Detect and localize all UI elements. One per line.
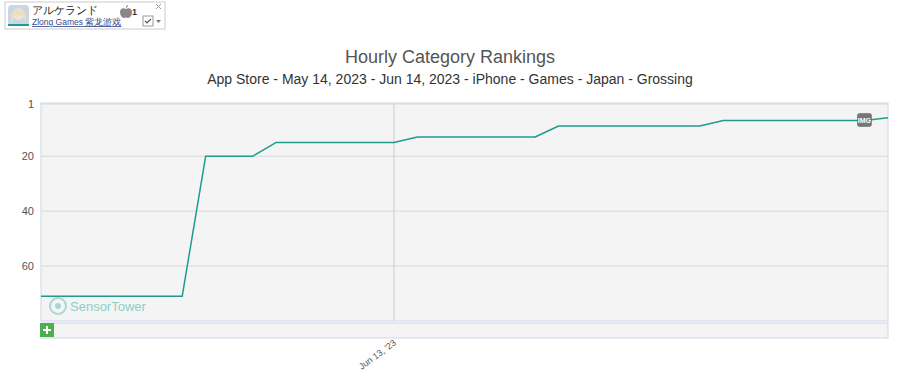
checkbox[interactable]	[143, 16, 153, 26]
apple-icon	[120, 5, 132, 18]
y-tick-label: 20	[22, 150, 34, 162]
watermark-logo	[50, 298, 66, 314]
app-icon	[11, 9, 26, 24]
dropdown-arrow[interactable]	[156, 20, 161, 23]
annotation-text: IMG	[858, 117, 872, 124]
y-grid-line	[41, 211, 888, 212]
close-icon[interactable]	[156, 4, 161, 9]
y-tick-label: 40	[22, 205, 34, 217]
watermark: SensorTower	[70, 299, 147, 314]
y-grid-line	[41, 156, 888, 157]
add-icon	[46, 326, 48, 334]
y-grid-line	[41, 104, 888, 105]
legend-box	[5, 2, 165, 29]
x-grid-line	[393, 103, 394, 321]
y-grid-line	[41, 266, 888, 267]
series-group	[41, 118, 888, 297]
series-line	[41, 118, 888, 297]
chart-title: Hourly Category Rankings	[345, 47, 555, 67]
watermark-logo	[55, 303, 61, 309]
rank-badge: 1	[132, 7, 137, 17]
developer-link[interactable]: Zlong Games 紫龙游戏	[32, 17, 121, 27]
checkbox-check	[145, 19, 151, 23]
plot-area	[41, 103, 888, 321]
legend-swatch	[8, 24, 29, 26]
y-tick-label: 60	[22, 260, 34, 272]
annotation-badge	[857, 113, 871, 126]
app-icon	[8, 5, 29, 26]
add-button[interactable]	[40, 323, 54, 337]
navigator	[41, 323, 888, 338]
legend-label: アルケランド	[32, 4, 98, 16]
y-tick-label: 1	[28, 98, 34, 110]
chart-subtitle: App Store - May 14, 2023 - Jun 14, 2023 …	[207, 71, 693, 87]
x-tick-label: Jun 13, '23	[357, 338, 398, 372]
